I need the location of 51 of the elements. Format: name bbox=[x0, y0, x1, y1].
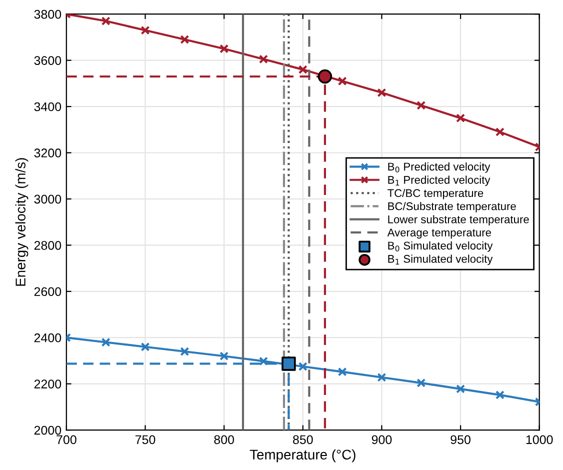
y-tick-label: 2600 bbox=[34, 287, 62, 296]
y-tick-label: 2000 bbox=[34, 426, 62, 435]
x-tick-label: 950 bbox=[450, 435, 470, 444]
legend-label: B$_{1}$ Simulated velocity bbox=[388, 254, 493, 265]
x-tick-label: 1000 bbox=[526, 435, 553, 444]
point bbox=[377, 372, 386, 382]
point bbox=[140, 342, 150, 352]
point bbox=[220, 44, 229, 54]
legend-label: B$_{0}$ Simulated velocity bbox=[388, 241, 493, 252]
x-tick-label: 750 bbox=[135, 435, 156, 444]
y-tick-label: 2200 bbox=[34, 380, 62, 388]
x-tick-label: 850 bbox=[293, 435, 313, 444]
y-tick-label: 3800 bbox=[34, 10, 62, 19]
point bbox=[456, 384, 466, 394]
legend-label: TC/BC temperature bbox=[388, 188, 484, 200]
point bbox=[180, 35, 190, 44]
point bbox=[101, 338, 110, 347]
point bbox=[282, 356, 296, 371]
y-tick-label: 2400 bbox=[34, 333, 62, 342]
x-tick-label: 700 bbox=[56, 435, 76, 444]
legend-label: B$_{1}$ Predicted velocity bbox=[388, 176, 490, 186]
point bbox=[416, 378, 426, 388]
point bbox=[140, 26, 150, 35]
y-tick-label: 3200 bbox=[34, 148, 62, 158]
legend-label: B$_{0}$ Predicted velocity bbox=[388, 162, 490, 173]
point bbox=[456, 114, 466, 123]
legend-label: Average temperature bbox=[387, 228, 492, 239]
point bbox=[298, 65, 308, 74]
x-tick-label: 900 bbox=[372, 435, 392, 444]
point bbox=[318, 69, 332, 84]
y-tick-label: 2800 bbox=[34, 240, 62, 250]
x-axis-title: Temperature (°C) bbox=[250, 449, 356, 462]
point bbox=[298, 362, 308, 372]
point bbox=[338, 76, 347, 86]
point bbox=[377, 88, 386, 98]
legend-label: Lower substrate temperature bbox=[388, 215, 529, 226]
point bbox=[220, 352, 229, 361]
x-tick-label: 800 bbox=[214, 435, 234, 444]
y-tick-label: 3000 bbox=[34, 194, 62, 204]
y-tick-label: 3600 bbox=[34, 56, 62, 65]
point bbox=[101, 16, 110, 26]
point bbox=[180, 346, 190, 356]
point bbox=[338, 367, 347, 376]
point bbox=[258, 54, 268, 64]
y-axis-title: Energy velocity (m/s) bbox=[15, 158, 28, 286]
point bbox=[416, 100, 426, 110]
point bbox=[258, 356, 268, 366]
point bbox=[495, 127, 504, 136]
point bbox=[495, 390, 504, 400]
legend-label: BC/Substrate temperature bbox=[388, 202, 516, 212]
y-tick-label: 3400 bbox=[34, 102, 62, 112]
